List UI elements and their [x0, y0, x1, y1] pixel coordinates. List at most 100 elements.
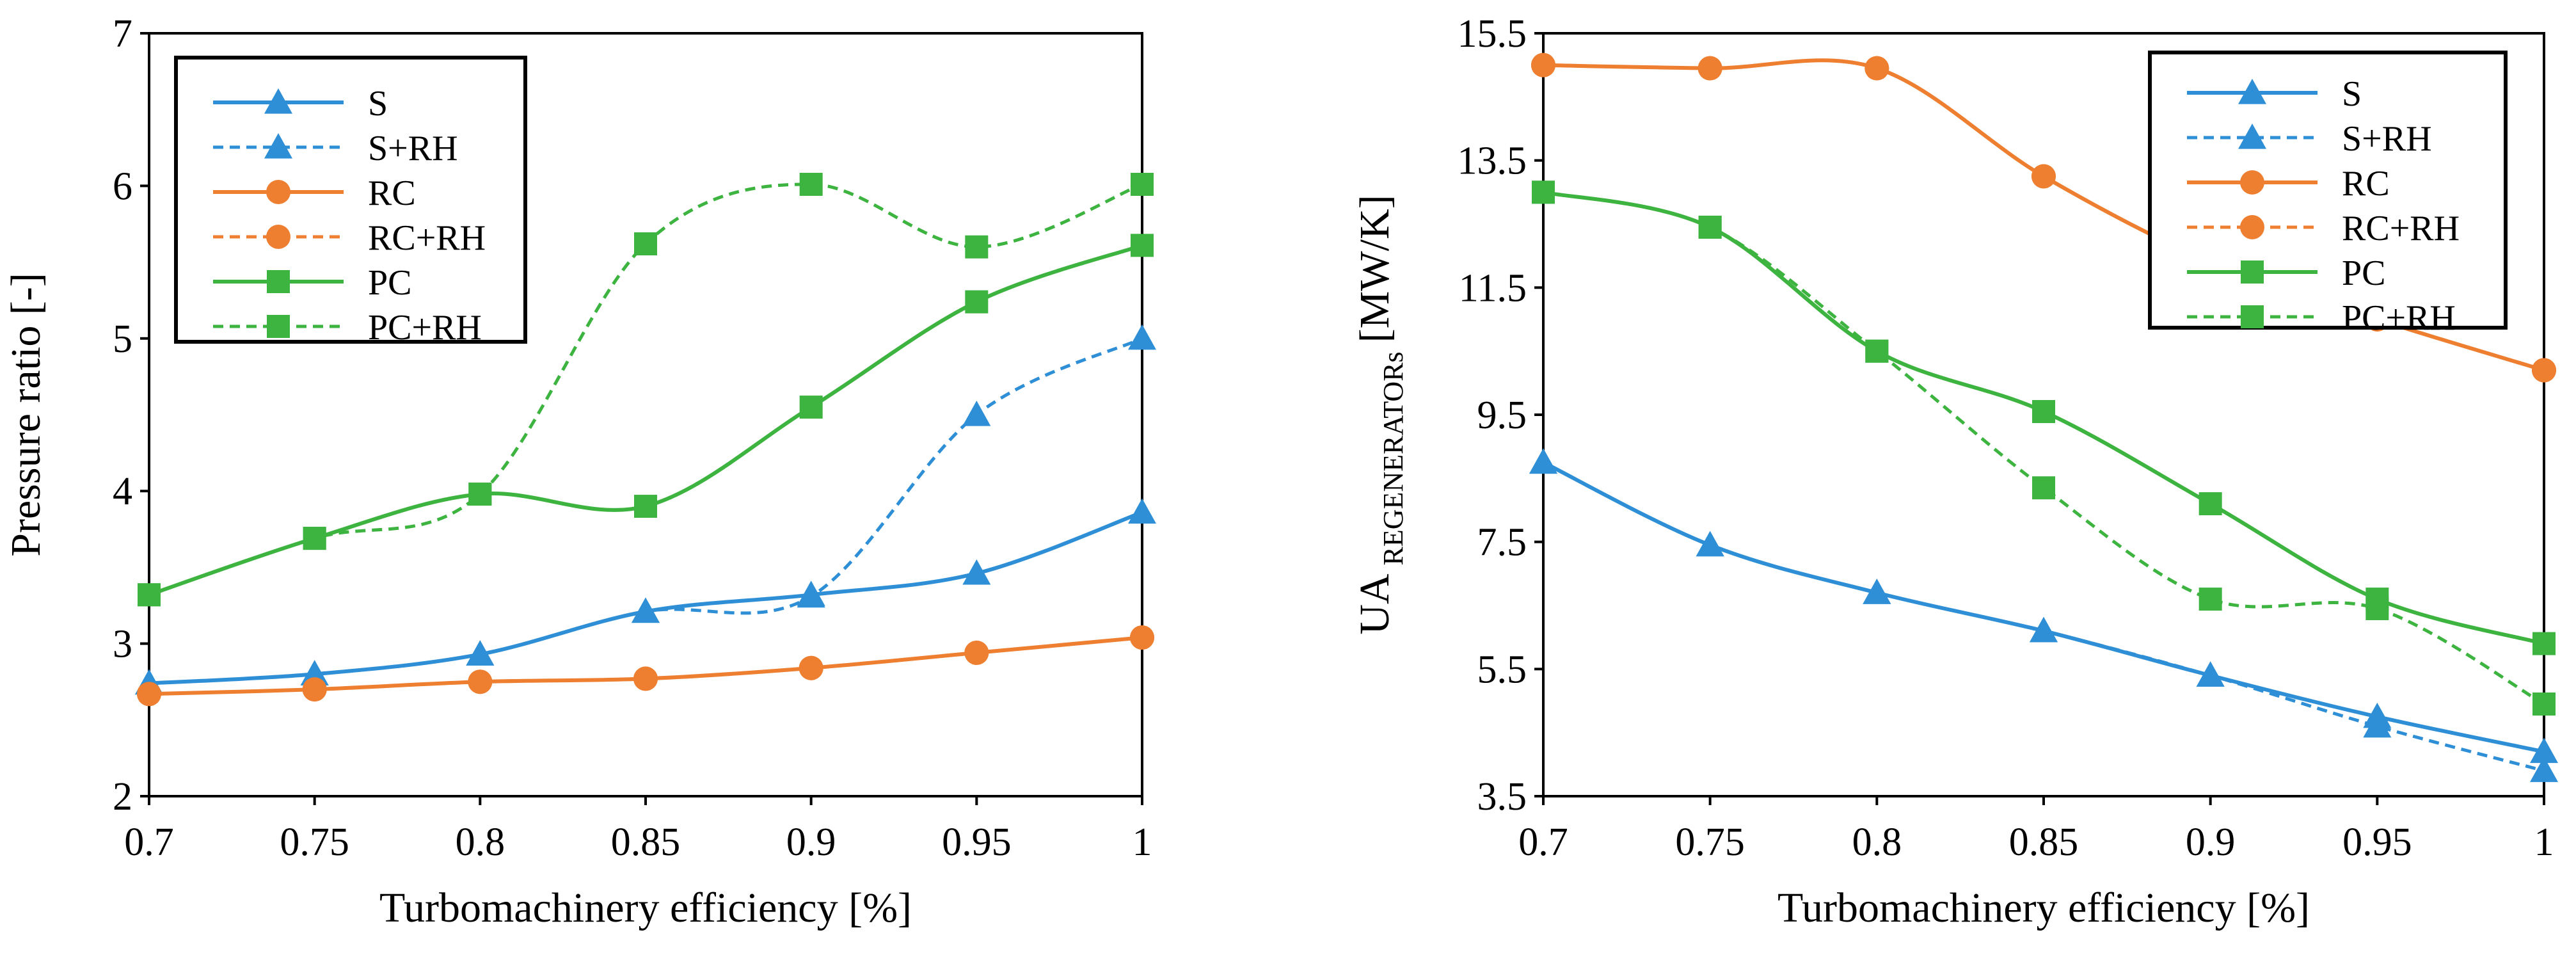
legend-item: RC+RH [2187, 209, 2460, 248]
chart-pressure-ratio: 2 3 4 5 6 7 0.7 0.75 0.8 0.85 0.9 0.95 1 Turbomachine… [3, 12, 1156, 931]
series-rc [137, 625, 1154, 707]
data-point [1863, 579, 1891, 604]
series-s [135, 498, 1156, 695]
x-tick-label: 0.75 [1675, 821, 1745, 864]
legend-swatch-marker [2241, 305, 2264, 328]
x-tick-label: 0.7 [124, 821, 174, 864]
legend-label: S [368, 84, 388, 124]
data-point [2032, 400, 2055, 424]
series-line [1542, 461, 2545, 773]
legend-label: PC+RH [2342, 298, 2456, 338]
data-point [2198, 588, 2222, 611]
legend-swatch-marker [2238, 79, 2266, 104]
data-point [1130, 625, 1154, 650]
data-point [1131, 173, 1154, 196]
legend-label: PC [2342, 253, 2386, 293]
data-point [2198, 492, 2222, 516]
legend-label: PC+RH [368, 308, 482, 348]
legend-item: S [2187, 74, 2362, 114]
x-tick-label: 0.95 [942, 821, 1012, 864]
data-point [962, 559, 991, 585]
legend-swatch-marker [266, 180, 290, 204]
data-point [137, 682, 161, 707]
chart-ua-regenerators: 3.5 5.5 7.5 9.5 11.5 13.5 15.5 0.7 0.75 0.8 0.85 0.… [1351, 12, 2558, 931]
y-axis-label: UA REGENERATORs [MW/K] [1351, 195, 1409, 634]
y-tick-label: 6 [113, 164, 132, 208]
data-point [2532, 692, 2556, 716]
data-point [799, 396, 823, 419]
data-point [799, 173, 823, 196]
data-point [965, 235, 989, 259]
x-tick-label: 0.85 [2009, 821, 2079, 864]
data-point [797, 581, 825, 606]
data-point [2530, 757, 2558, 782]
legend-label: S [2342, 74, 2362, 114]
data-point [1128, 324, 1156, 350]
x-axis-label: Turbomachinery efficiency [%] [1777, 885, 2310, 931]
data-point [2196, 661, 2225, 687]
data-point [2365, 588, 2389, 611]
x-tick-label: 1 [2534, 821, 2554, 864]
y-tick-label: 9.5 [1477, 394, 1527, 437]
y-tick-label: 4 [113, 470, 132, 513]
legend-swatch-marker [267, 270, 290, 293]
y-tick-label: 5 [113, 317, 132, 361]
data-point [1531, 52, 1555, 77]
legend-swatch-marker [264, 88, 292, 114]
legend-item: S+RH [2187, 119, 2432, 159]
data-point [1697, 56, 1722, 81]
y-tick-label: 7 [113, 12, 132, 56]
data-point [965, 290, 989, 314]
data-point [962, 401, 991, 426]
legend-swatch-marker [2240, 215, 2264, 239]
data-point [2532, 358, 2556, 383]
data-point [1532, 180, 1555, 204]
legend-item: S+RH [213, 129, 458, 168]
data-point [799, 655, 823, 680]
legend-item: PC+RH [2187, 298, 2456, 338]
legend-label: PC [368, 263, 412, 303]
data-point [302, 677, 327, 702]
data-point [466, 640, 495, 666]
legend-label: S+RH [368, 129, 458, 168]
x-tick-label: 0.9 [2186, 821, 2236, 864]
legend-item: RC [213, 173, 416, 213]
x-tick-label: 0.95 [2342, 821, 2412, 864]
x-tick-label: 0.8 [1852, 821, 1902, 864]
y-tick-label: 2 [113, 775, 132, 819]
data-point [468, 482, 492, 506]
y-tick-label: 3 [113, 623, 132, 666]
data-point [300, 660, 329, 685]
legend-label: RC [2342, 164, 2390, 204]
data-point [1128, 498, 1156, 524]
data-point [138, 583, 161, 607]
y-tick-label: 15.5 [1458, 12, 1527, 56]
series-pc [138, 234, 1154, 607]
data-point [303, 527, 326, 550]
x-tick-label: 1 [1133, 821, 1152, 864]
data-point [2032, 476, 2055, 500]
data-point [632, 597, 660, 623]
legend-swatch-marker [2241, 260, 2264, 284]
legend: S S+RH RC RC+RH PC PC+RH [2148, 51, 2508, 338]
legend-box [174, 56, 527, 344]
y-axis-label-subscript: REGENERATORs [1378, 351, 1409, 565]
y-tick-label: 7.5 [1477, 521, 1527, 565]
y-tick-label: 5.5 [1477, 648, 1527, 691]
data-point [2030, 616, 2058, 643]
legend-swatch-marker [266, 225, 290, 249]
data-point [1698, 215, 1722, 239]
y-axis-label-unit: [MW/K] [1351, 195, 1398, 342]
data-point [1864, 56, 1889, 81]
y-axis-label-main: UA [1351, 565, 1398, 634]
legend-label: RC+RH [2342, 209, 2460, 248]
legend-item: RC [2187, 164, 2390, 204]
legend-item: RC+RH [213, 218, 486, 258]
series-rc-plus-rh [137, 625, 1154, 707]
data-point [634, 495, 657, 518]
legend-label: S+RH [2342, 119, 2432, 159]
data-point [1865, 339, 1889, 363]
legend-swatch-marker [264, 133, 292, 159]
